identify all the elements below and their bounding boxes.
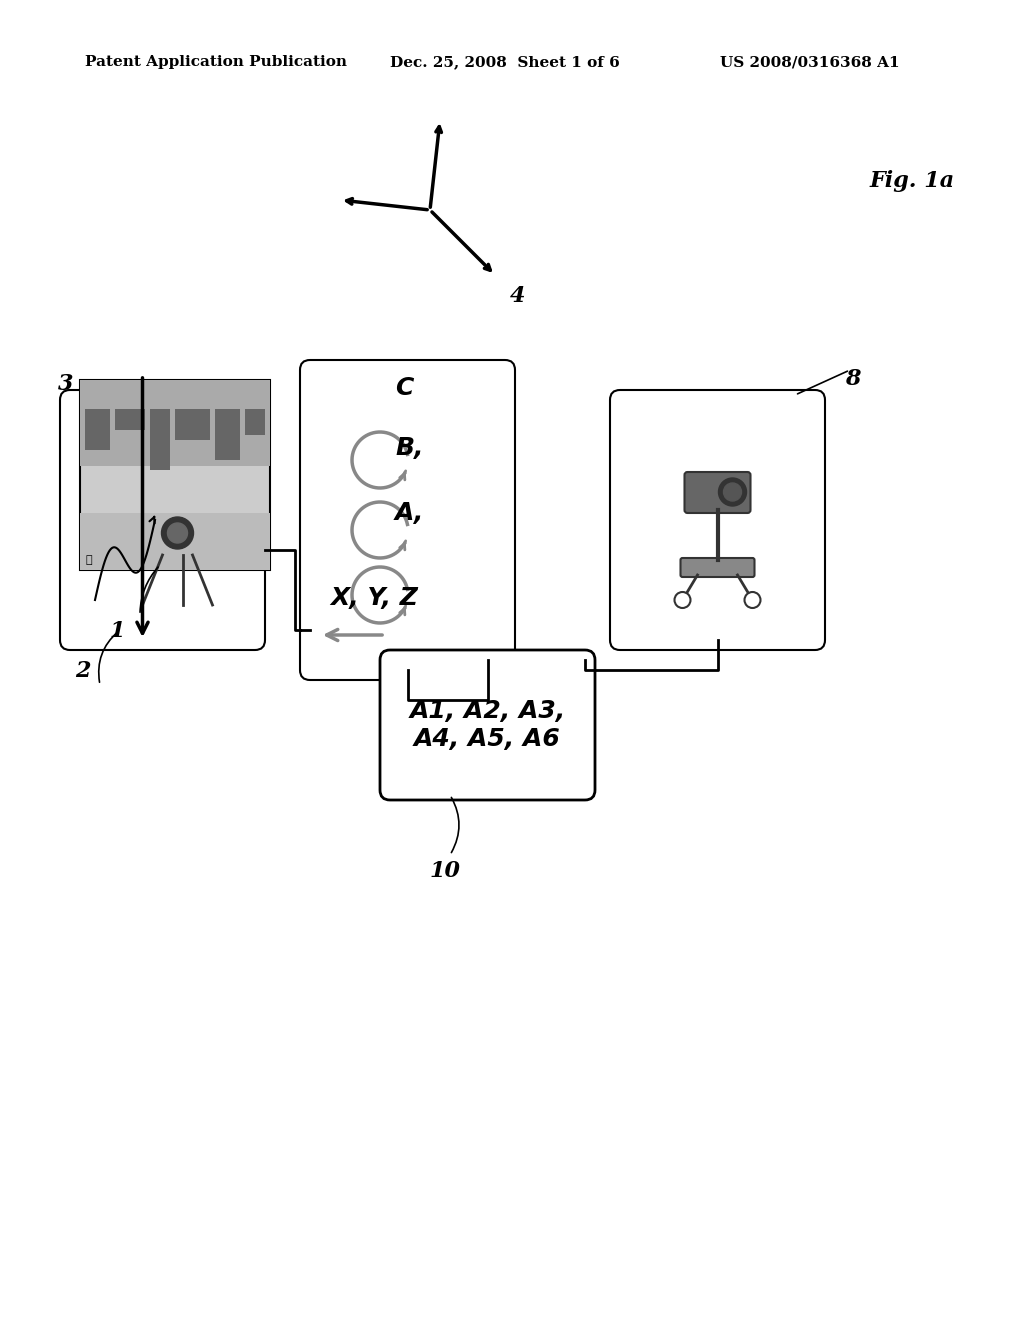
Circle shape: [724, 483, 741, 502]
Bar: [80, 380, 270, 466]
Text: 1: 1: [110, 620, 126, 642]
Text: 10: 10: [430, 861, 461, 882]
Bar: [80, 513, 270, 570]
Bar: [80, 380, 270, 570]
Text: C: C: [395, 376, 414, 400]
Circle shape: [719, 478, 746, 506]
Text: A1, A2, A3,
A4, A5, A6: A1, A2, A3, A4, A5, A6: [410, 700, 565, 751]
Circle shape: [675, 591, 690, 609]
Circle shape: [744, 591, 761, 609]
FancyBboxPatch shape: [300, 360, 515, 680]
Text: 图: 图: [85, 554, 91, 565]
Text: Fig. 1a: Fig. 1a: [870, 170, 955, 191]
FancyBboxPatch shape: [681, 558, 755, 577]
Text: 4: 4: [510, 285, 525, 308]
Bar: [245, 408, 265, 436]
FancyBboxPatch shape: [60, 389, 265, 649]
Bar: [115, 408, 145, 430]
Text: Dec. 25, 2008  Sheet 1 of 6: Dec. 25, 2008 Sheet 1 of 6: [390, 55, 620, 69]
Text: X, Y, Z: X, Y, Z: [330, 586, 418, 610]
Text: US 2008/0316368 A1: US 2008/0316368 A1: [720, 55, 900, 69]
FancyBboxPatch shape: [134, 507, 206, 558]
Text: 8: 8: [845, 368, 860, 389]
Text: B,: B,: [395, 436, 424, 459]
Bar: [85, 408, 110, 450]
Bar: [215, 408, 240, 459]
Text: Patent Application Publication: Patent Application Publication: [85, 55, 347, 69]
FancyBboxPatch shape: [684, 473, 751, 513]
Bar: [150, 408, 170, 470]
FancyBboxPatch shape: [610, 389, 825, 649]
Text: A,: A,: [395, 502, 424, 525]
FancyBboxPatch shape: [380, 649, 595, 800]
Text: 3: 3: [58, 374, 74, 395]
Text: 2: 2: [75, 660, 90, 682]
Circle shape: [168, 523, 187, 543]
Circle shape: [162, 517, 194, 549]
Bar: [175, 408, 210, 440]
